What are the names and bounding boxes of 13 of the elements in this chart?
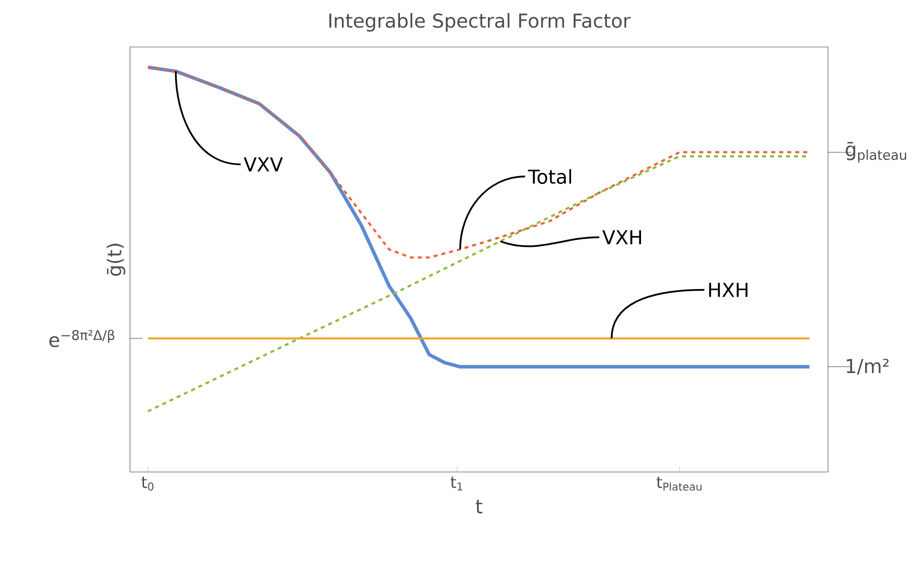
text: 1/m² — [846, 358, 889, 375]
series-label: Total — [528, 169, 572, 184]
x-tick-label: t$_{0}$ — [142, 476, 154, 490]
y-axis-title: ḡ(t) — [106, 244, 126, 276]
chart-title: Integrable Spectral Form Factor — [329, 13, 631, 32]
series-label: VXV — [244, 157, 283, 172]
series-label: VXH — [602, 230, 642, 244]
text: HXH — [709, 282, 748, 297]
x-tick-label: t$_{1}$ — [450, 476, 462, 490]
text: e$^{−8π²Δ/β}$ — [49, 330, 114, 348]
text: ḡ$_{plateau}$ — [846, 142, 906, 163]
x-axis-title: t — [476, 500, 482, 514]
x-tick-label: t$_{Plateau}$ — [656, 476, 702, 491]
